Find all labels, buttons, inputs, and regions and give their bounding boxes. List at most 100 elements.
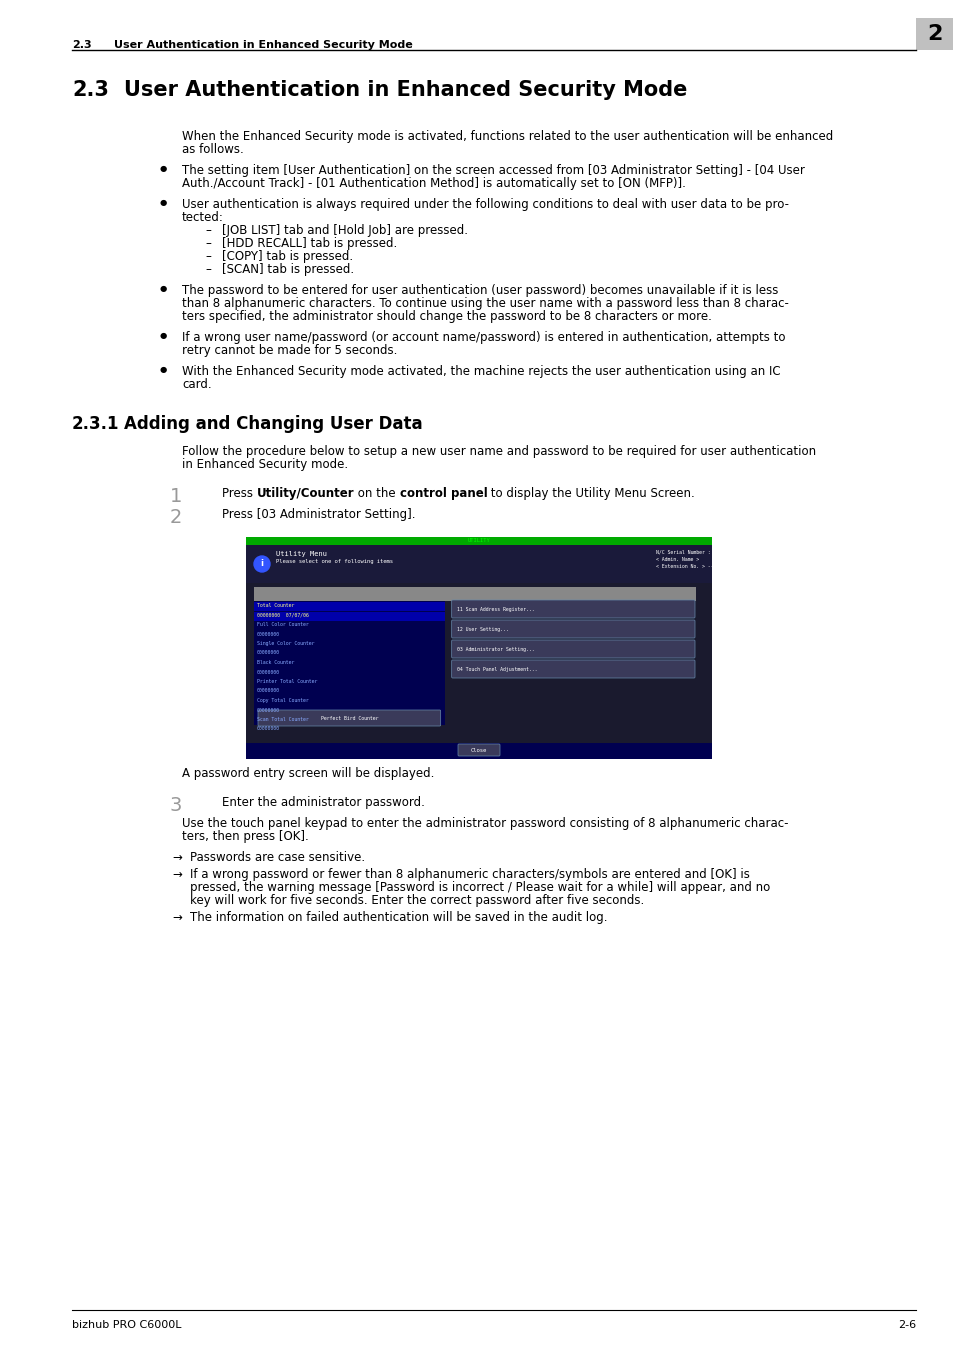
Bar [253, 587, 453, 601]
Text: –: – [205, 263, 211, 275]
Text: ●: ● [160, 163, 167, 173]
Text: Perfect Bird Counter: Perfect Bird Counter [320, 716, 377, 721]
Text: ters specified, the administrator should change the password to be 8 characters : ters specified, the administrator should… [182, 310, 711, 323]
Text: 00000000: 00000000 [256, 688, 280, 694]
Text: UTILITY: UTILITY [467, 539, 490, 544]
Text: Auth./Account Track] - [01 Authentication Method] is automatically set to [ON (M: Auth./Account Track] - [01 Authenticatio… [182, 177, 685, 190]
Text: Follow the procedure below to setup a new user name and password to be required : Follow the procedure below to setup a ne… [182, 446, 815, 458]
Text: card.: card. [182, 378, 212, 392]
Text: control panel: control panel [399, 487, 487, 500]
Text: Press [03 Administrator Setting].: Press [03 Administrator Setting]. [222, 508, 416, 521]
Text: –: – [205, 224, 211, 238]
Text: Use the touch panel keypad to enter the administrator password consisting of 8 a: Use the touch panel keypad to enter the … [182, 817, 788, 830]
Text: ●: ● [160, 198, 167, 207]
Text: The information on failed authentication will be saved in the audit log.: The information on failed authentication… [190, 911, 607, 923]
Text: Copy Total Counter: Copy Total Counter [256, 698, 309, 703]
Text: to display the Utility Menu Screen.: to display the Utility Menu Screen. [487, 487, 695, 500]
Text: ●: ● [160, 364, 167, 374]
Text: i: i [260, 559, 263, 568]
Text: 00000000: 00000000 [256, 651, 280, 656]
Text: Utility Menu: Utility Menu [275, 551, 327, 558]
Text: →: → [172, 868, 182, 882]
Text: 11 Scan Address Register...: 11 Scan Address Register... [456, 606, 534, 612]
Text: < Admin. Name >: < Admin. Name > [656, 558, 699, 562]
Text: 2: 2 [926, 24, 942, 45]
Text: 2-6: 2-6 [897, 1320, 915, 1330]
Text: When the Enhanced Security mode is activated, functions related to the user auth: When the Enhanced Security mode is activ… [182, 130, 832, 143]
Text: 04 Touch Panel Adjustment...: 04 Touch Panel Adjustment... [456, 667, 537, 671]
Text: –: – [205, 250, 211, 263]
Text: pressed, the warning message [Password is incorrect / Please wait for a while] w: pressed, the warning message [Password i… [190, 882, 769, 894]
Text: Black Counter: Black Counter [256, 660, 294, 666]
Bar [246, 743, 711, 759]
Text: Adding and Changing User Data: Adding and Changing User Data [124, 414, 422, 433]
Text: –: – [205, 238, 211, 250]
Text: ●: ● [160, 284, 167, 293]
Text: key will work for five seconds. Enter the correct password after five seconds.: key will work for five seconds. Enter th… [190, 894, 643, 907]
Text: 3: 3 [170, 796, 182, 815]
Bar [253, 601, 444, 725]
Text: →: → [172, 911, 182, 923]
Text: 2.3.1: 2.3.1 [71, 414, 119, 433]
Text: 1: 1 [170, 487, 182, 506]
Text: 00000000: 00000000 [256, 632, 280, 636]
Text: Scan Total Counter: Scan Total Counter [256, 717, 309, 722]
Text: Printer Total Counter: Printer Total Counter [256, 679, 317, 684]
FancyBboxPatch shape [457, 744, 499, 756]
Text: Please select one of following items: Please select one of following items [275, 559, 393, 564]
Text: 2.3: 2.3 [71, 40, 91, 50]
Text: Total Counter: Total Counter [256, 603, 294, 608]
FancyBboxPatch shape [451, 640, 695, 657]
Bar [253, 602, 444, 612]
Text: Enter the administrator password.: Enter the administrator password. [222, 796, 424, 809]
Text: 00000000: 00000000 [256, 670, 280, 675]
Text: The password to be entered for user authentication (user password) becomes unava: The password to be entered for user auth… [182, 284, 778, 297]
Text: [COPY] tab is pressed.: [COPY] tab is pressed. [222, 250, 353, 263]
Text: in Enhanced Security mode.: in Enhanced Security mode. [182, 458, 348, 471]
Text: Passwords are case sensitive.: Passwords are case sensitive. [190, 850, 365, 864]
Text: 03 Administrator Setting...: 03 Administrator Setting... [456, 647, 534, 652]
Bar [246, 583, 711, 753]
Text: ters, then press [OK].: ters, then press [OK]. [182, 830, 309, 842]
Bar [246, 537, 711, 545]
Text: bizhub PRO C6000L: bizhub PRO C6000L [71, 1320, 181, 1330]
Text: retry cannot be made for 5 seconds.: retry cannot be made for 5 seconds. [182, 344, 397, 356]
Text: A password entry screen will be displayed.: A password entry screen will be displaye… [182, 767, 434, 780]
Text: ●: ● [160, 331, 167, 340]
Text: 00000000  07/07/06: 00000000 07/07/06 [256, 613, 309, 617]
FancyBboxPatch shape [451, 599, 695, 618]
Text: The setting item [User Authentication] on the screen accessed from [03 Administr: The setting item [User Authentication] o… [182, 163, 804, 177]
Text: on the: on the [354, 487, 399, 500]
FancyBboxPatch shape [451, 620, 695, 639]
Text: than 8 alphanumeric characters. To continue using the user name with a password : than 8 alphanumeric characters. To conti… [182, 297, 788, 310]
Text: [HDD RECALL] tab is pressed.: [HDD RECALL] tab is pressed. [222, 238, 396, 250]
Text: 00000000: 00000000 [256, 707, 280, 713]
Text: 12 User Setting...: 12 User Setting... [456, 626, 508, 632]
Text: User Authentication in Enhanced Security Mode: User Authentication in Enhanced Security… [113, 40, 413, 50]
Text: With the Enhanced Security mode activated, the machine rejects the user authenti: With the Enhanced Security mode activate… [182, 364, 780, 378]
Text: N/C Serial Number : A100001000000: N/C Serial Number : A100001000000 [656, 549, 750, 553]
Circle shape [253, 556, 270, 572]
Text: 2: 2 [170, 508, 182, 526]
Bar [253, 612, 444, 621]
Text: [SCAN] tab is pressed.: [SCAN] tab is pressed. [222, 263, 354, 275]
Bar [915, 18, 953, 50]
Text: 00000000: 00000000 [256, 726, 280, 732]
FancyBboxPatch shape [451, 660, 695, 678]
Text: as follows.: as follows. [182, 143, 244, 157]
Text: If a wrong user name/password (or account name/password) is entered in authentic: If a wrong user name/password (or accoun… [182, 331, 784, 344]
Bar [246, 537, 711, 753]
Text: If a wrong password or fewer than 8 alphanumeric characters/symbols are entered : If a wrong password or fewer than 8 alph… [190, 868, 749, 882]
Text: Utility/Counter: Utility/Counter [256, 487, 354, 500]
Text: tected:: tected: [182, 211, 224, 224]
Text: Single Color Counter: Single Color Counter [256, 641, 314, 647]
Text: < Extension No. > -----: < Extension No. > ----- [656, 564, 721, 568]
Text: →: → [172, 850, 182, 864]
Text: Press: Press [222, 487, 256, 500]
Bar [453, 587, 696, 601]
Text: [JOB LIST] tab and [Hold Job] are pressed.: [JOB LIST] tab and [Hold Job] are presse… [222, 224, 468, 238]
Text: Full Color Counter: Full Color Counter [256, 622, 309, 626]
FancyBboxPatch shape [257, 710, 440, 726]
Bar [246, 545, 711, 583]
Text: User authentication is always required under the following conditions to deal wi: User authentication is always required u… [182, 198, 788, 211]
